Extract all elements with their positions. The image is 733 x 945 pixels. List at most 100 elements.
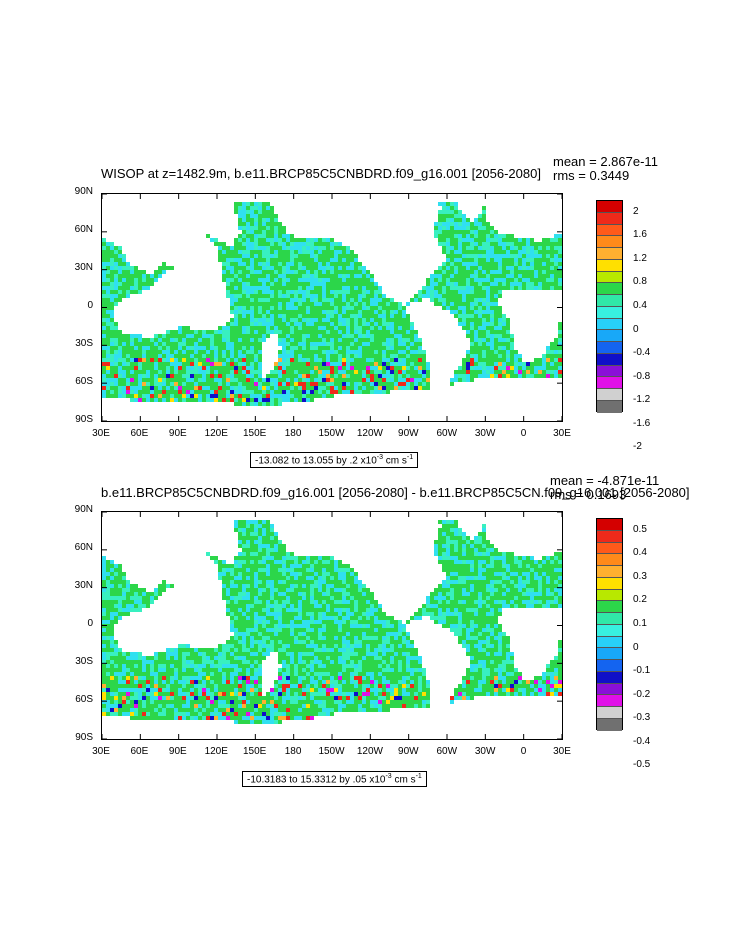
lat-tick-label: 60S: [75, 694, 93, 705]
colorbar-swatch: [597, 342, 622, 354]
colorbar-label: 0.8: [633, 276, 647, 288]
ocean-field: [102, 520, 562, 724]
lon-tick-label: 90E: [168, 746, 187, 757]
colorbar-swatch: [597, 695, 622, 708]
colorbar-swatch: [597, 306, 622, 319]
contour-range: -10.3183 to 15.3312 by .05 x10: [247, 774, 386, 786]
colorbar-swatch: [597, 648, 622, 661]
rms-value: rms = 0.1693: [550, 487, 627, 502]
colorbar-label: -0.4: [633, 347, 651, 359]
colorbar-label: 0.4: [633, 547, 647, 559]
lat-tick-label: 60N: [74, 542, 93, 553]
colorbar-label: 1.6: [633, 229, 647, 241]
colorbar-swatch: [597, 271, 622, 284]
contour-info-box: -10.3183 to 15.3312 by .05 x10-3 cm s-1: [242, 771, 427, 788]
lat-tick-label: 90N: [74, 186, 93, 197]
lat-tick-label: 90S: [75, 414, 93, 425]
colorbar: [596, 200, 623, 413]
lon-tick-label: 60W: [436, 746, 458, 757]
map-title: WISOP at z=1482.9m, b.e11.BRCP85C5CNBDRD…: [101, 166, 541, 181]
colorbar-swatch: [597, 577, 622, 590]
colorbar-swatch: [597, 236, 622, 249]
ocean-field: [102, 202, 562, 406]
lon-tick-label: 30W: [474, 746, 496, 757]
map-plot: [101, 511, 563, 740]
colorbar: [596, 518, 623, 731]
tick-marks: [102, 194, 562, 421]
colorbar-swatch: [597, 671, 622, 684]
lon-tick-label: 180: [284, 428, 302, 439]
colorbar-label: 0.3: [633, 570, 647, 582]
colorbar-swatch: [597, 330, 622, 343]
lat-tick-label: 0: [87, 300, 93, 311]
colorbar-swatch: [597, 530, 622, 543]
colorbar-swatch: [597, 318, 622, 331]
map-title: b.e11.BRCP85C5CNBDRD.f09_g16.001 [2056-2…: [101, 485, 690, 500]
colorbar-swatch: [597, 613, 622, 625]
lon-tick-label: 150W: [318, 428, 345, 439]
colorbar-swatch: [597, 683, 622, 696]
contour-scale-exponent: -3: [385, 773, 392, 780]
map-svg: [102, 512, 562, 739]
contour-unit: cm s: [391, 774, 416, 786]
colorbar-label: -0.5: [633, 759, 651, 771]
lat-tick-label: 60S: [75, 376, 93, 387]
contour-range: -13.082 to 13.055 by .2 x10: [255, 455, 377, 467]
lon-tick-label: 150W: [318, 746, 345, 757]
lon-tick-label: 180: [284, 746, 302, 757]
lat-tick-label: 90S: [75, 732, 93, 743]
lon-tick-label: 30E: [92, 428, 110, 439]
colorbar-swatch: [597, 212, 622, 225]
lon-tick-label: 90W: [398, 428, 419, 439]
lat-tick-label: 30N: [74, 580, 93, 591]
colorbar-swatch: [597, 542, 622, 555]
lon-tick-label: 0: [520, 428, 527, 439]
colorbar-swatch: [597, 707, 622, 720]
lon-tick-label: 60E: [130, 428, 149, 439]
colorbar-swatch: [597, 566, 622, 578]
colorbar-label: 0: [633, 641, 639, 653]
contour-unit: cm s: [383, 455, 407, 467]
colorbar-label: 0.1: [633, 618, 647, 629]
colorbar-swatch: [597, 519, 622, 531]
colorbar-swatch: [597, 624, 622, 637]
colorbar-swatch: [597, 248, 622, 260]
lat-tick-label: 90N: [74, 504, 93, 515]
map-svg: [102, 194, 562, 421]
colorbar-swatch: [597, 719, 622, 731]
lat-tick-label: 60N: [74, 224, 93, 235]
contour-scale-exponent: -3: [376, 454, 383, 461]
colorbar-swatch: [597, 377, 622, 390]
mean-value: mean = -4.871e-11: [550, 473, 660, 488]
lat-tick-label: 30S: [75, 656, 93, 667]
colorbar-label: 2: [633, 205, 639, 217]
colorbar-swatch: [597, 401, 622, 413]
colorbar-label: -0.2: [633, 688, 651, 700]
colorbar-swatch: [597, 660, 622, 672]
colorbar-swatch: [597, 589, 622, 602]
colorbar-swatch: [597, 554, 622, 567]
colorbar-label: -0.4: [633, 735, 651, 747]
lon-tick-label: 120W: [356, 428, 383, 439]
colorbar-label: -1.6: [633, 417, 651, 429]
colorbar-label: 1.2: [633, 252, 647, 264]
colorbar-swatch: [597, 601, 622, 614]
mean-value: mean = 2.867e-11: [553, 154, 658, 169]
colorbar-swatch: [597, 389, 622, 402]
lon-tick-label: 90W: [398, 746, 419, 757]
lat-tick-label: 30S: [75, 338, 93, 349]
colorbar-swatch: [597, 283, 622, 296]
colorbar-label: -1.2: [633, 394, 651, 406]
lon-tick-label: 60W: [436, 428, 458, 439]
lon-tick-label: 30W: [474, 428, 496, 439]
lon-tick-label: 150E: [242, 428, 267, 439]
colorbar-label: -2: [633, 441, 642, 453]
contour-unit-exponent: -1: [406, 454, 414, 461]
contour-unit-exponent: -1: [415, 773, 422, 780]
colorbar-label: -0.1: [633, 665, 651, 677]
colorbar-swatch: [597, 365, 622, 378]
tick-marks: [102, 512, 562, 739]
lon-tick-label: 60E: [130, 746, 149, 757]
colorbar-swatch: [597, 201, 622, 213]
lon-tick-label: 30E: [92, 746, 110, 757]
